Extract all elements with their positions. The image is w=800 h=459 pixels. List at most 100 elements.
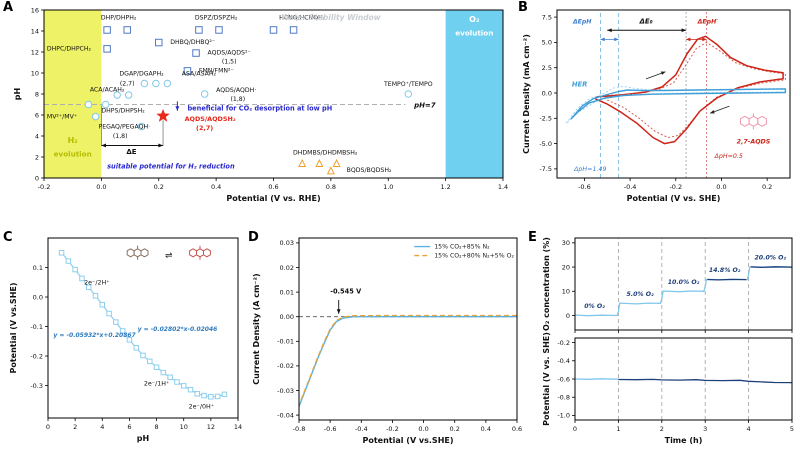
panel-d-chart: -0.545 V 15% CO₂+85% N₂ 15% CO₂+80% N₂+5% …: [252, 237, 522, 445]
svg-text:2: 2: [73, 423, 77, 431]
svg-text:0.4: 0.4: [481, 425, 491, 433]
panel-b-chart: ΔEpH ΔE₀ ΔEpH′ HER ΔpH=1.49 ΔpH=0.5 2,7-AQDS -0…: [522, 9, 791, 203]
svg-text:0.4: 0.4: [211, 183, 221, 191]
panel-d-letter: D: [248, 230, 259, 245]
svg-text:5: 5: [790, 425, 794, 433]
svg-text:-0.8: -0.8: [557, 394, 570, 402]
svg-text:MV²⁺/MV⁺: MV²⁺/MV⁺: [47, 114, 77, 121]
svg-text:0.2: 0.2: [154, 183, 164, 191]
svg-text:Potential (V vs. RHE): Potential (V vs. RHE): [226, 194, 320, 203]
svg-text:0.6: 0.6: [512, 425, 522, 433]
svg-text:-0.04: -0.04: [277, 411, 294, 419]
svg-text:-0.03: -0.03: [277, 387, 294, 395]
svg-text:ΔpH=1.49: ΔpH=1.49: [573, 166, 606, 173]
svg-text:pH: pH: [13, 88, 22, 100]
svg-text:0: 0: [46, 423, 50, 431]
svg-text:ΔpH=0.5: ΔpH=0.5: [714, 153, 743, 160]
panel-e-letter: E: [528, 230, 537, 245]
svg-text:Current Density (A cm⁻²): Current Density (A cm⁻²): [252, 273, 261, 384]
svg-text:-1.0: -1.0: [557, 412, 570, 420]
svg-text:HCNQ/HCNQH₂: HCNQ/HCNQH₂: [279, 14, 326, 21]
svg-text:0.2: 0.2: [450, 425, 460, 433]
svg-text:8: 8: [35, 90, 39, 98]
svg-text:Current Density (mA cm⁻²): Current Density (mA cm⁻²): [522, 34, 531, 154]
svg-text:AQDS/AQDSH₂: AQDS/AQDSH₂: [185, 115, 236, 123]
svg-text:5.0: 5.0: [542, 39, 552, 47]
svg-text:10.0% O₂: 10.0% O₂: [668, 279, 700, 286]
panel-b-letter: B: [518, 0, 528, 15]
svg-text:Potential (V vs.SHE): Potential (V vs.SHE): [362, 436, 453, 445]
svg-text:30: 30: [562, 239, 570, 247]
svg-text:8: 8: [155, 423, 159, 431]
svg-text:20: 20: [562, 263, 570, 271]
svg-text:-0.1: -0.1: [30, 323, 43, 331]
svg-text:DHP/DHPH₂: DHP/DHPH₂: [101, 14, 137, 21]
svg-text:(1,8): (1,8): [113, 133, 128, 140]
svg-text:10: 10: [180, 423, 188, 431]
svg-text:Potential (V vs. SHE): Potential (V vs. SHE): [542, 332, 551, 426]
svg-text:0: 0: [566, 312, 570, 320]
svg-text:-0.6: -0.6: [324, 425, 337, 433]
svg-text:evolution: evolution: [455, 29, 493, 38]
svg-text:Potential (V vs. SHE): Potential (V vs. SHE): [627, 194, 721, 203]
svg-text:Water Stability Window: Water Stability Window: [281, 13, 381, 22]
svg-text:14: 14: [234, 423, 242, 431]
svg-text:0.0: 0.0: [716, 183, 726, 191]
svg-text:1.2: 1.2: [440, 183, 450, 191]
svg-text:(1,5): (1,5): [222, 59, 237, 66]
svg-text:(2,7): (2,7): [120, 81, 135, 88]
svg-text:14: 14: [31, 27, 39, 35]
svg-text:0.03: 0.03: [280, 239, 294, 247]
svg-text:H₂: H₂: [68, 136, 79, 145]
svg-text:0: 0: [573, 425, 577, 433]
svg-text:(1,8): (1,8): [230, 96, 245, 103]
svg-text:pH: pH: [137, 434, 149, 443]
svg-text:0% O₂: 0% O₂: [584, 303, 605, 310]
svg-text:6: 6: [35, 111, 39, 119]
svg-text:0.01: 0.01: [280, 288, 294, 296]
svg-text:-0.2: -0.2: [30, 352, 43, 360]
svg-text:12: 12: [31, 48, 39, 56]
svg-text:(2,7): (2,7): [196, 124, 213, 132]
svg-text:y = -0.02802*x-0.02046: y = -0.02802*x-0.02046: [138, 326, 218, 333]
svg-text:0: 0: [35, 174, 39, 182]
panel-d: -0.545 V 15% CO₂+85% N₂ 15% CO₂+80% N₂+5% …: [245, 230, 525, 459]
svg-text:-5.0: -5.0: [539, 140, 552, 148]
svg-text:-0.4: -0.4: [355, 425, 368, 433]
svg-text:suitable potential for H₂ redu: suitable potential for H₂ reduction: [107, 163, 235, 171]
svg-text:0.1: 0.1: [33, 264, 43, 272]
svg-text:ΔEpH: ΔEpH: [572, 19, 592, 26]
svg-text:-0.01: -0.01: [277, 338, 294, 346]
panel-a: DHP/DHPH₂ DSPZ/DSPZH₂ HCNQ/HCNQH₂ DHBQ/DHBQ…: [0, 0, 515, 230]
svg-text:0.8: 0.8: [326, 183, 336, 191]
svg-text:0.0: 0.0: [33, 293, 43, 301]
panel-e: 0% O₂ 5.0% O₂ 10.0% O₂ 14.8% O₂ 20.0% O₂ 0 10 2…: [525, 230, 800, 459]
svg-text:-0.8: -0.8: [293, 425, 306, 433]
svg-text:0.00: 0.00: [280, 313, 294, 321]
svg-text:ΔE: ΔE: [126, 148, 136, 156]
svg-text:DGAP/DGAPH₂: DGAP/DGAPH₂: [119, 71, 164, 78]
svg-text:15% CO₂+80% N₂+5% O₂: 15% CO₂+80% N₂+5% O₂: [434, 253, 514, 260]
svg-text:ΔEpH′: ΔEpH′: [697, 19, 719, 26]
svg-text:Potential (V vs.SHE): Potential (V vs.SHE): [9, 282, 18, 373]
svg-text:0.0: 0.0: [418, 425, 428, 433]
svg-text:6: 6: [127, 423, 131, 431]
svg-text:2e⁻/0H⁺: 2e⁻/0H⁺: [189, 404, 214, 411]
svg-text:-0.2: -0.2: [557, 339, 570, 347]
svg-text:2e⁻/2H⁺: 2e⁻/2H⁺: [84, 280, 109, 287]
svg-text:Time (h): Time (h): [665, 436, 703, 445]
svg-text:O₂ concentration (%): O₂ concentration (%): [542, 237, 551, 331]
svg-text:0.02: 0.02: [280, 264, 294, 272]
svg-text:-0.2: -0.2: [38, 183, 51, 191]
svg-text:beneficial for CO₂ desorption: beneficial for CO₂ desorption at low pH: [187, 104, 332, 112]
svg-text:4: 4: [35, 132, 39, 140]
svg-text:16: 16: [31, 6, 39, 14]
svg-text:HER: HER: [572, 80, 588, 88]
svg-text:-0.545 V: -0.545 V: [330, 287, 362, 295]
svg-text:PEGAQ/PEGAQH·: PEGAQ/PEGAQH·: [99, 124, 151, 131]
svg-text:DSPZ/DSPZH₂: DSPZ/DSPZH₂: [195, 14, 238, 21]
svg-text:15% CO₂+85% N₂: 15% CO₂+85% N₂: [434, 244, 490, 251]
